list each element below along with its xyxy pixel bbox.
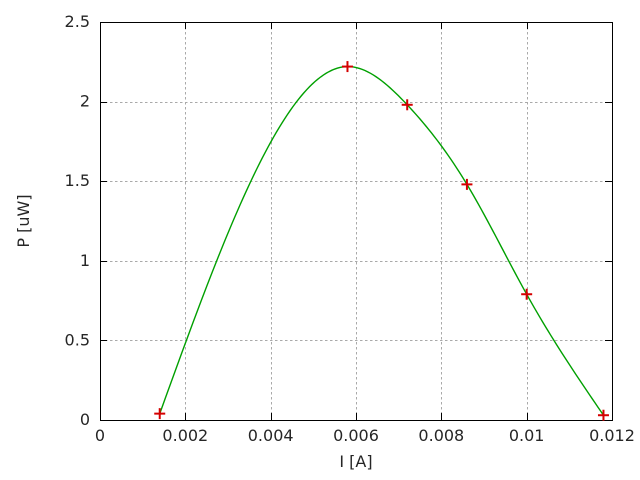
y-axis-title: P [uW] [14, 194, 33, 247]
x-tick-label: 0.002 [162, 426, 208, 445]
data-point-marker [341, 61, 353, 73]
data-point-marker [461, 178, 473, 190]
tick-label-layer: 0 0.002 0.004 0.006 0.008 0.01 0.012 0 0.5 1 1.5 2 2… [65, 12, 635, 445]
data-point-marker [597, 409, 609, 421]
grid-layer [100, 22, 612, 420]
data-point-marker [521, 288, 533, 300]
marker-layer [154, 61, 609, 421]
x-tick-label: 0.012 [589, 426, 635, 445]
y-tick-label: 2.5 [65, 12, 90, 31]
x-tick-label: 0 [95, 426, 105, 445]
data-point-marker [401, 99, 413, 111]
x-tick-label: 0.01 [509, 426, 545, 445]
x-axis-title: I [A] [339, 452, 372, 471]
data-curve [159, 65, 605, 416]
y-tick-label: 1.5 [65, 171, 90, 190]
x-tick-label: 0.004 [248, 426, 294, 445]
y-tick-label: 1 [80, 251, 90, 270]
y-tick-label: 0 [80, 410, 90, 429]
axis-layer [100, 22, 613, 421]
data-point-marker [154, 408, 166, 420]
y-tick-label: 2 [80, 92, 90, 111]
x-tick-label: 0.008 [418, 426, 464, 445]
curve-layer [159, 65, 605, 416]
x-tick-label: 0.006 [333, 426, 379, 445]
y-tick-label: 0.5 [65, 330, 90, 349]
